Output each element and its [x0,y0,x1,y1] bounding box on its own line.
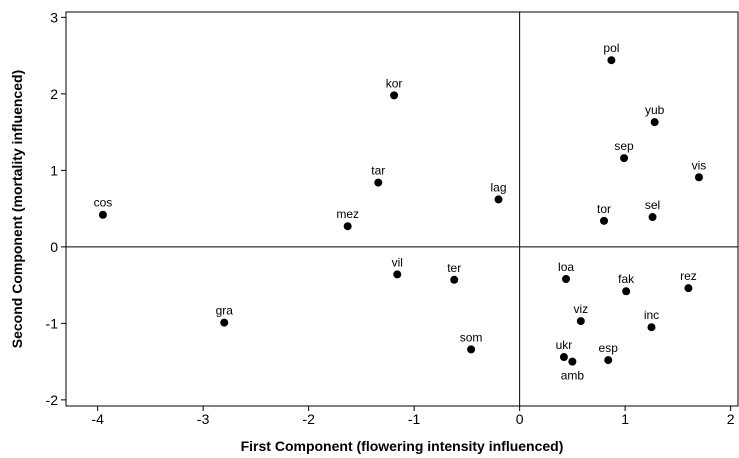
point-label: loa [558,260,574,274]
data-point [648,213,657,222]
point-label: sel [645,198,660,212]
data-point [390,91,399,100]
x-tick-label: 1 [621,411,629,427]
x-tick-label: -1 [408,411,421,427]
data-point [374,178,383,187]
plot-frame [65,11,739,407]
data-point [467,345,476,354]
x-tick-label: -3 [197,411,210,427]
data-point [620,154,629,163]
point-label: ukr [556,338,573,352]
data-point [98,210,107,219]
y-tick-label: 3 [50,9,58,25]
data-point [568,357,577,366]
point-label: amb [561,369,585,383]
data-point [559,353,568,362]
point-label: vil [392,255,403,269]
data-point [562,275,571,284]
y-tick-label: 2 [50,86,58,102]
data-point [343,222,352,231]
x-tick-label: 2 [727,411,735,427]
x-tick-label: 0 [516,411,524,427]
point-label: sep [614,139,634,153]
data-point [650,118,659,127]
data-point [647,323,656,332]
point-label: vis [692,158,707,172]
point-label: inc [644,308,659,322]
data-point [494,195,503,204]
data-point [576,317,585,326]
data-point [694,173,703,182]
point-label: kor [386,76,403,90]
data-point [220,318,229,327]
y-axis-title: Second Component (mortality influenced) [9,70,25,348]
reference-lines [66,12,738,406]
point-label: mez [336,207,359,221]
point-label: tar [371,164,385,178]
data-point [393,270,402,279]
x-axis-title: First Component (flowering intensity inf… [241,438,564,454]
point-label: tor [597,202,611,216]
x-tick-label: -4 [91,411,104,427]
point-label: fak [618,272,635,286]
point-label: som [460,330,483,344]
data-point [622,287,631,296]
point-label: cos [94,196,113,210]
point-label: lag [491,180,507,194]
data-point [604,356,613,365]
data-point [450,275,459,284]
point-label: ter [447,261,461,275]
y-tick-label: -1 [46,315,59,331]
y-tick-label: -2 [46,392,59,408]
point-label: pol [603,41,619,55]
data-point [600,216,609,225]
point-label: gra [216,304,234,318]
point-label: esp [599,341,619,355]
y-tick-label: 0 [50,239,58,255]
data-point [607,56,616,65]
point-label: rez [680,269,697,283]
y-tick-label: 1 [50,162,58,178]
data-point [684,284,693,293]
x-tick-label: -2 [302,411,315,427]
point-label: viz [573,302,588,316]
axes-layer: -4 -3 -2 -1 0 1 2 -2 -1 0 1 2 3 [46,9,735,427]
point-label: yub [645,103,665,117]
points-layer: cos gra kor tar mez vil ter lag som pol yub sep vis t… [94,41,707,382]
